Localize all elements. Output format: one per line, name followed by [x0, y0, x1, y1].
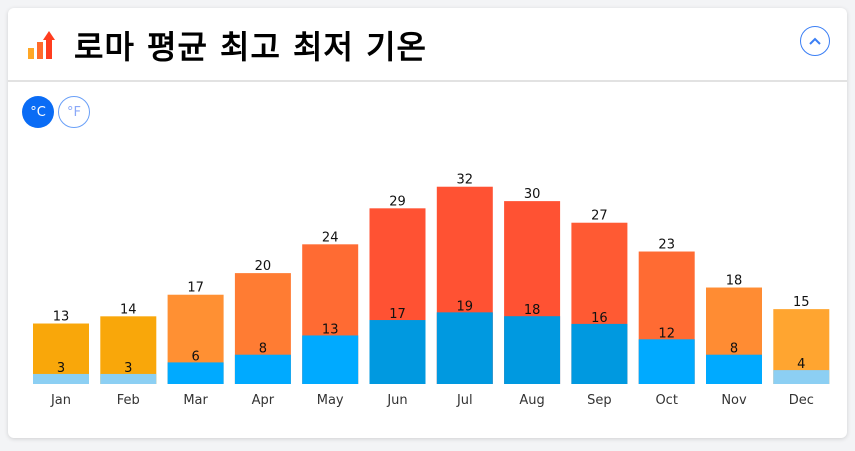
high-label: 15 [793, 295, 810, 310]
x-tick-label: Feb [117, 393, 140, 408]
high-label: 13 [53, 310, 70, 325]
low-bar [369, 320, 426, 384]
x-tick-label: Oct [655, 393, 677, 408]
x-tick-label: May [317, 393, 344, 408]
low-label: 19 [457, 299, 474, 314]
chevron-up-icon [809, 37, 821, 45]
low-label: 4 [797, 357, 805, 372]
x-tick-label: Jul [456, 393, 473, 408]
low-bar [436, 312, 493, 384]
low-bar [638, 339, 695, 384]
low-bar [302, 335, 359, 384]
high-label: 20 [255, 259, 272, 274]
low-label: 6 [191, 349, 199, 364]
low-label: 13 [322, 322, 339, 337]
low-bar [773, 370, 830, 384]
high-bar [100, 316, 157, 384]
collapse-button[interactable] [800, 26, 830, 56]
x-tick-label: Sep [587, 393, 612, 408]
x-tick-label: Apr [252, 393, 275, 408]
low-bar [571, 323, 628, 384]
high-bar [33, 323, 89, 384]
low-label: 3 [57, 361, 65, 376]
low-bar [234, 354, 291, 384]
x-tick-label: Nov [721, 393, 747, 408]
x-tick-label: Jan [50, 393, 71, 408]
x-tick-label: Aug [519, 393, 544, 408]
high-label: 17 [187, 281, 204, 296]
low-bar [167, 362, 224, 384]
low-bar [33, 373, 89, 384]
page-title: 로마 평균 최고 최저 기온 [74, 28, 427, 66]
x-tick-label: Dec [789, 393, 814, 408]
low-bar [504, 316, 561, 384]
low-label: 18 [524, 303, 541, 318]
low-label: 3 [124, 361, 132, 376]
low-label: 12 [658, 326, 675, 341]
x-tick-label: Jun [386, 393, 407, 408]
high-label: 27 [591, 209, 608, 224]
low-label: 16 [591, 311, 608, 326]
high-label: 23 [658, 238, 675, 253]
fahrenheit-toggle[interactable]: °F [58, 96, 90, 128]
high-label: 29 [389, 194, 406, 209]
low-bar [706, 354, 762, 384]
celsius-toggle[interactable]: °C [22, 96, 54, 128]
chart-card: 로마 평균 최고 최저 기온 °C °F 13 3 Jan 14 3 Feb 17 6 Mar 2… [8, 8, 847, 438]
temperature-bar-chart: 13 3 Jan 14 3 Feb 17 6 Mar 20 8 Apr 24 13 May 29 17 Jun 32… [33, 173, 830, 408]
low-label: 17 [389, 307, 406, 322]
x-tick-label: Mar [183, 393, 208, 408]
low-label: 8 [259, 342, 267, 357]
high-label: 32 [457, 173, 474, 188]
low-label: 8 [730, 342, 738, 357]
card-header: 로마 평균 최고 최저 기온 [8, 8, 847, 82]
high-label: 18 [726, 274, 743, 289]
bar-chart-up-icon [28, 31, 55, 59]
high-label: 30 [524, 187, 541, 202]
low-bar [100, 373, 157, 384]
high-label: 24 [322, 230, 339, 245]
high-label: 14 [120, 302, 137, 317]
